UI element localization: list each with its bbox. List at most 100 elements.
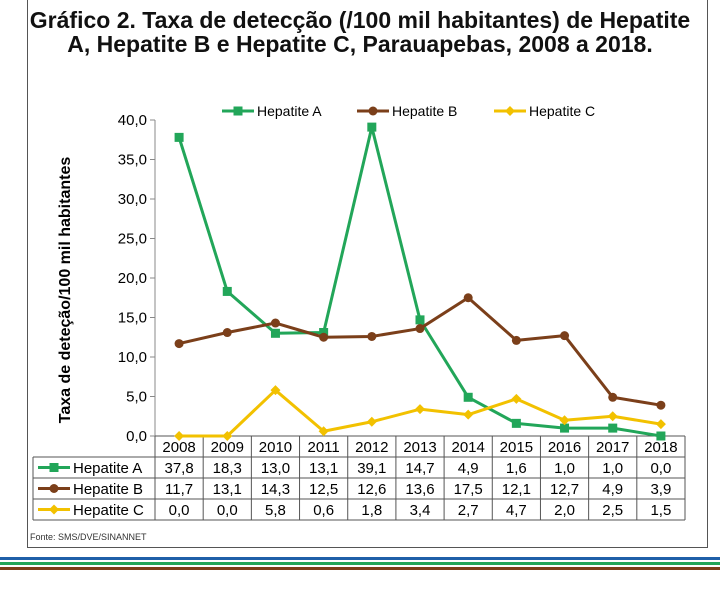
data-point	[366, 416, 377, 427]
table-cell-value: 0,0	[650, 460, 671, 477]
table-cell-value: 14,7	[405, 460, 434, 477]
footer-decoration	[0, 557, 720, 570]
table-cell-value: 11,7	[165, 481, 193, 498]
table-header-year: 2010	[259, 439, 292, 456]
table-header-year: 2012	[355, 439, 388, 456]
data-point	[656, 431, 666, 441]
y-tick-label: 0,0	[126, 428, 147, 445]
series-line	[177, 125, 662, 438]
line-chart: 0,0 5,0 10,0 15,0 20,0 25,0 30,0 35,0 40,0 Taxa d…	[32, 103, 686, 521]
table-cell-value: 13,1	[309, 460, 338, 477]
data-point	[174, 339, 184, 349]
table-cell-value: 1,8	[361, 502, 382, 519]
data-point	[463, 293, 473, 303]
table-row-label: Hepatite B	[73, 481, 143, 498]
table-header-year: 2014	[451, 439, 484, 456]
table-cell-value: 4,9	[602, 481, 623, 498]
table-cell-value: 39,1	[357, 460, 386, 477]
table-cell-value: 1,5	[650, 502, 671, 519]
table-header-year: 2016	[548, 439, 581, 456]
y-tick-label: 25,0	[118, 231, 147, 248]
data-point	[222, 328, 232, 338]
data-point	[270, 385, 281, 396]
legend-label: Hepatite A	[257, 103, 322, 119]
table-cell-value: 13,0	[261, 460, 290, 477]
data-point	[560, 423, 570, 433]
table-cell-value: 3,9	[650, 481, 671, 498]
table-header-year: 2009	[211, 439, 244, 456]
y-tick-label: 20,0	[118, 270, 147, 287]
data-point	[463, 392, 473, 402]
data-point	[174, 431, 185, 441]
y-tick-label: 5,0	[126, 389, 147, 406]
table-cell-value: 3,4	[410, 502, 431, 519]
table-cell-value: 12,7	[550, 481, 579, 498]
table-cell-value: 1,0	[602, 460, 623, 477]
table-cell-value: 12,6	[357, 481, 386, 498]
table-cell-value: 0,6	[313, 502, 334, 519]
table-legend-marker	[49, 484, 59, 493]
table-cell-value: 37,8	[164, 460, 193, 477]
footer-stripe	[0, 557, 720, 560]
table-row-label: Hepatite A	[73, 460, 142, 477]
data-point	[270, 318, 280, 328]
data-point	[174, 132, 184, 142]
data-point	[608, 392, 618, 402]
data-point	[415, 315, 425, 325]
data-point	[415, 404, 425, 415]
table-cell-value: 2,0	[554, 502, 575, 519]
table-cell-value: 5,8	[265, 502, 286, 519]
table-cell-value: 13,6	[405, 481, 434, 498]
data-point	[415, 324, 425, 334]
table-cell-value: 0,0	[169, 502, 190, 519]
y-tick-label: 15,0	[118, 310, 147, 327]
data-point	[511, 418, 521, 428]
data-point	[607, 411, 618, 422]
table-cell-value: 12,5	[309, 481, 338, 498]
table-header-year: 2008	[162, 439, 195, 456]
data-point	[656, 400, 666, 410]
table-cell-value: 1,6	[506, 460, 527, 477]
data-point	[319, 328, 329, 338]
legend-marker	[233, 106, 243, 116]
data-point	[511, 393, 522, 404]
source-note: Fonte: SMS/DVE/SINANNET	[30, 532, 147, 542]
legend-label: Hepatite B	[392, 103, 457, 119]
data-point	[270, 328, 280, 338]
table-cell-value: 4,9	[458, 460, 479, 477]
data-point	[559, 415, 570, 426]
data-point	[463, 409, 474, 420]
table-cell-value: 18,3	[213, 460, 242, 477]
table-cell-value: 17,5	[454, 481, 483, 498]
data-point	[222, 431, 233, 441]
data-point	[560, 331, 570, 341]
table-cell-value: 2,5	[602, 502, 623, 519]
table-legend-marker	[49, 504, 59, 515]
table-header-year: 2015	[500, 439, 533, 456]
table-header-year: 2013	[403, 439, 436, 456]
table-header-year: 2018	[644, 439, 677, 456]
data-point	[222, 286, 232, 296]
legend-marker	[505, 106, 515, 116]
table-cell-value: 2,7	[458, 502, 479, 519]
y-tick-label: 40,0	[118, 112, 147, 129]
table-row-label: Hepatite C	[73, 502, 144, 519]
table-cell-value: 1,0	[554, 460, 575, 477]
table-cell-value: 13,1	[213, 481, 242, 498]
table-legend-marker	[49, 463, 59, 472]
table-header-year: 2017	[596, 439, 629, 456]
chart-title: Gráfico 2. Taxa de detecção (/100 mil ha…	[29, 7, 691, 57]
data-point	[655, 419, 666, 430]
table-cell-value: 12,1	[502, 481, 531, 498]
footer-stripe	[0, 562, 720, 565]
data-point	[318, 426, 329, 437]
y-axis-title: Taxa de deteção/100 mil habitantes	[57, 157, 74, 424]
legend-label: Hepatite C	[529, 103, 595, 119]
data-point	[367, 122, 377, 132]
table-cell-value: 0,0	[217, 502, 238, 519]
table-cell-value: 4,7	[506, 502, 527, 519]
y-tick-label: 30,0	[118, 191, 147, 208]
table-cell-value: 14,3	[261, 481, 290, 498]
y-tick-label: 35,0	[118, 152, 147, 169]
legend-marker	[368, 106, 378, 116]
